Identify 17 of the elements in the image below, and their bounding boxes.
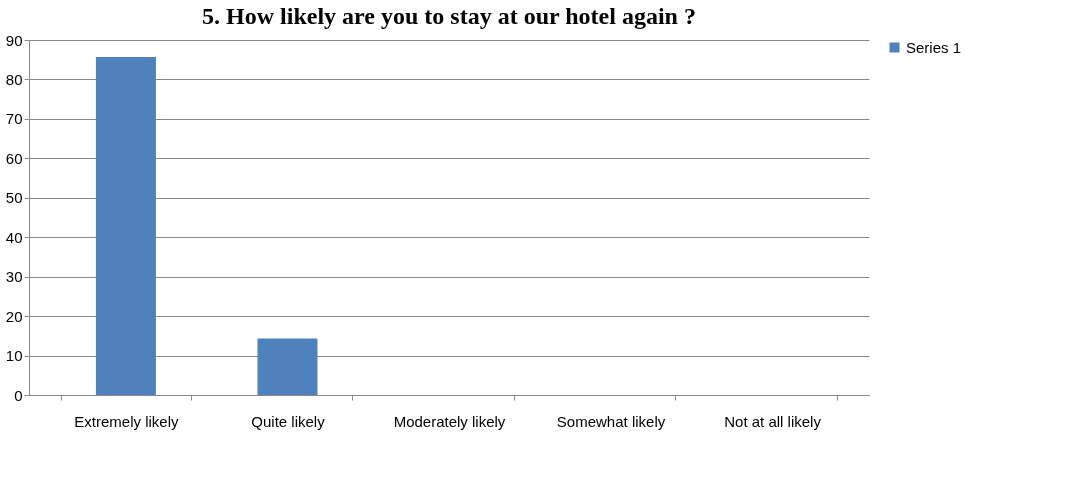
y-tick-label: 90: [5, 31, 23, 49]
y-tick-label: 30: [5, 268, 23, 286]
x-tick-label: Quite likely: [251, 412, 326, 430]
y-tick-label: 50: [5, 189, 23, 207]
y-tick-label: 60: [5, 149, 23, 167]
legend-label: Series 1: [906, 38, 962, 56]
y-tick-label: 0: [14, 386, 23, 404]
x-tick-label: Somewhat likely: [556, 412, 666, 430]
x-tick-label: Extremely likely: [74, 412, 180, 430]
y-tick-label: 20: [5, 307, 23, 325]
x-tick-label: Not at all likely: [724, 412, 822, 430]
x-tick-label: Moderately likely: [393, 412, 506, 430]
y-tick-label: 10: [5, 347, 23, 365]
y-tick-label: 80: [5, 70, 23, 88]
chart-title: 5. How likely are you to stay at our hotel again ?: [202, 3, 696, 29]
y-tick-label: 40: [5, 228, 23, 246]
y-tick-label: 70: [5, 110, 23, 128]
